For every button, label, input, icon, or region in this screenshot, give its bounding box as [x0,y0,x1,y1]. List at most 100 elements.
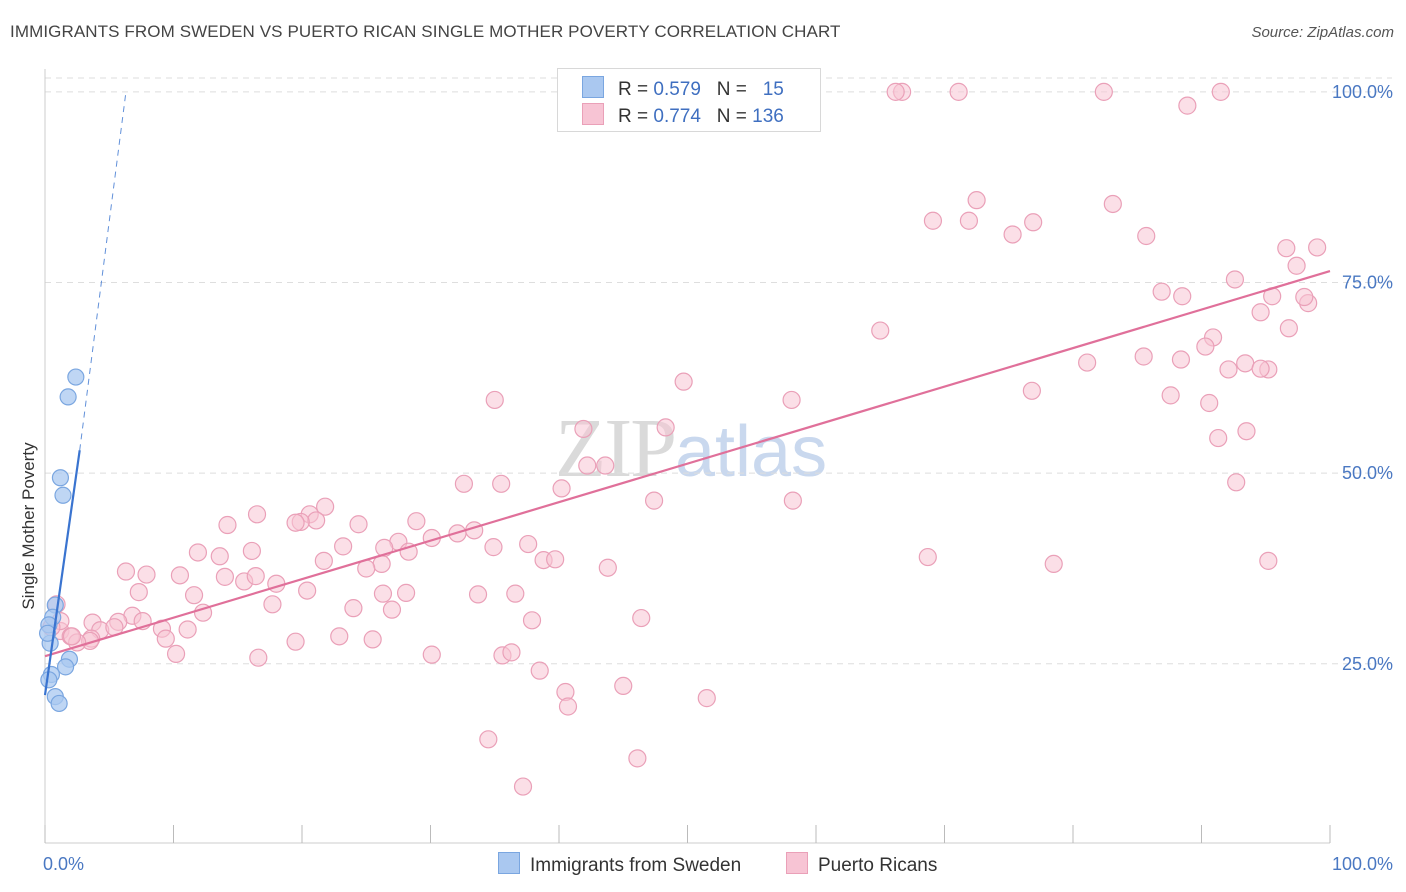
data-point-puerto-ricans [246,567,265,586]
data-point-puerto-ricans [407,512,426,531]
bottom-legend-sweden[interactable]: Immigrants from Sweden [498,852,741,877]
data-point-puerto-ricans [1227,473,1246,492]
y-tick-label: 100.0% [1332,82,1393,102]
data-point-puerto-ricans [184,586,204,605]
legend-row-puerto-ricans: R = 0.774 N = 136 [582,103,784,127]
bottom-legend-label-puerto-ricans: Puerto Ricans [818,855,938,876]
legend-row-sweden: R = 0.579 N = 15 [582,76,784,100]
data-point-puerto-ricans [1078,353,1097,372]
legend-r-value: 0.579 [653,79,701,100]
data-point-puerto-ricans [1044,554,1063,574]
data-point-sweden [38,624,57,642]
data-point-puerto-ricans [1171,350,1191,369]
legend-r-label: R = [618,79,649,100]
data-point-puerto-ricans [166,644,186,663]
data-point-puerto-ricans [492,474,511,493]
data-point-puerto-ricans [1134,347,1153,366]
bottom-legend-swatch-puerto-ricans [786,852,808,874]
legend-n-label: N = [716,106,747,127]
data-point-puerto-ricans [188,543,208,562]
data-point-puerto-ricans [628,749,647,768]
data-point-puerto-ricans [330,627,349,646]
data-point-puerto-ricans [1225,270,1245,289]
puerto-ricans-points [42,82,1327,796]
data-point-puerto-ricans [674,372,693,391]
data-point-puerto-ricans [1103,194,1122,214]
bottom-legend-puerto-ricans[interactable]: Puerto Ricans [786,852,937,877]
data-point-puerto-ricans [1024,213,1043,232]
data-point-puerto-ricans [782,390,801,410]
data-point-puerto-ricans [242,541,261,561]
data-point-puerto-ricans [1287,256,1306,275]
legend-r-value: 0.774 [653,106,701,127]
data-point-puerto-ricans [552,479,571,498]
data-point-puerto-ricans [316,497,335,516]
data-point-puerto-ricans [344,599,363,618]
data-point-puerto-ricans [249,648,268,667]
x-tick-label: 100.0% [1332,854,1393,874]
data-point-puerto-ricans [210,547,229,566]
data-point-puerto-ricans [422,645,441,664]
data-point-puerto-ricans [923,211,943,230]
data-point-sweden [67,368,85,386]
legend-swatch-puerto-ricans [582,103,604,125]
data-point-puerto-ricans [697,689,716,708]
data-point-sweden [50,694,68,713]
data-point-puerto-ricans [1308,238,1327,257]
data-point-sweden [51,469,70,487]
data-point-puerto-ricans [506,584,525,603]
trend-line-puerto-ricans [44,270,1331,658]
data-point-puerto-ricans [558,697,578,716]
data-point-puerto-ricans [1295,287,1314,307]
data-point-puerto-ricans [656,418,675,437]
y-tick-label: 75.0% [1342,273,1393,293]
data-point-puerto-ricans [363,630,382,649]
data-point-puerto-ricans [298,581,317,600]
watermark: ZIPatlas [555,400,827,497]
chart-title: IMMIGRANTS FROM SWEDEN VS PUERTO RICAN S… [10,22,841,41]
data-point-puerto-ricans [373,584,393,603]
data-point-puerto-ricans [1219,360,1238,379]
data-point-puerto-ricans [1196,337,1215,356]
data-point-puerto-ricans [215,567,234,586]
data-point-puerto-ricans [522,611,542,630]
sweden-points [38,368,85,713]
trend-line-sweden [43,450,81,696]
legend-r-label: R = [618,106,649,127]
data-point-puerto-ricans [967,191,986,210]
data-point-puerto-ricans [1161,386,1180,405]
data-point-puerto-ricans [62,627,82,646]
data-point-puerto-ricans [1277,239,1296,258]
data-point-puerto-ricans [349,515,368,534]
data-point-puerto-ricans [644,491,664,510]
data-point-puerto-ricans [783,491,802,510]
correlation-legend: R = 0.579 N = 15 R = 0.774 N = 136 [557,68,821,132]
data-point-puerto-ricans [1251,359,1270,378]
data-point-puerto-ricans [307,511,326,530]
data-point-sweden [56,658,75,676]
data-point-puerto-ricans [382,600,402,619]
data-point-puerto-ricans [314,551,333,570]
data-point-puerto-ricans [574,419,593,439]
data-point-puerto-ricans [578,456,597,475]
data-point-puerto-ricans [1279,319,1298,338]
data-point-puerto-ricans [129,583,148,602]
data-point-puerto-ricans [596,456,615,475]
data-point-puerto-ricans [1259,551,1278,570]
data-point-puerto-ricans [959,211,979,230]
data-point-puerto-ricans [485,390,504,410]
bottom-legend-swatch-sweden [498,852,520,874]
legend-n-label: N = [716,79,747,100]
data-point-puerto-ricans [949,82,968,101]
data-point-puerto-ricans [396,583,416,602]
axis-layer [44,69,1331,844]
watermark-zip: ZIP [555,402,677,495]
data-point-puerto-ricans [479,730,498,749]
data-point-puerto-ricans [286,632,305,651]
trend-layer [43,91,1331,696]
data-point-sweden [59,388,77,406]
data-point-puerto-ricans [156,629,175,648]
y-axis-label: Single Mother Poverty [19,442,38,610]
data-point-puerto-ricans [334,537,353,556]
